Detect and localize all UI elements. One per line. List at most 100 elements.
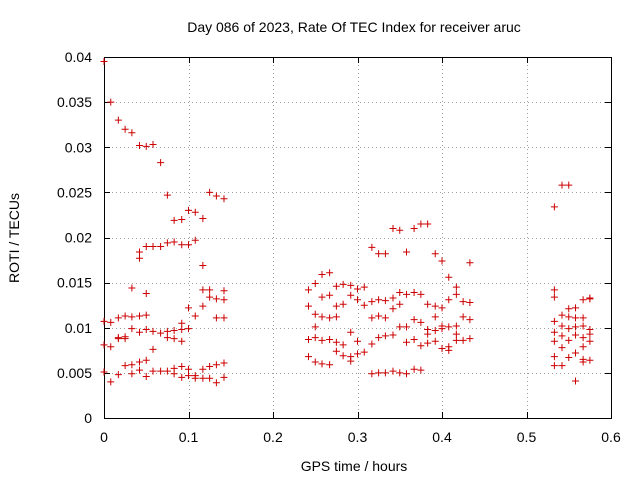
data-point — [212, 379, 220, 387]
data-point — [149, 367, 157, 375]
data-point — [579, 322, 587, 330]
data-point — [410, 316, 418, 324]
data-point — [114, 335, 122, 343]
data-point — [304, 302, 312, 310]
data-point — [375, 312, 383, 320]
data-point — [191, 312, 199, 320]
data-point — [565, 336, 573, 344]
data-point — [375, 296, 383, 304]
data-point — [389, 367, 397, 375]
data-point — [107, 318, 115, 326]
data-point — [304, 335, 312, 343]
data-point — [410, 335, 418, 343]
data-point — [381, 369, 389, 377]
data-point — [403, 290, 411, 298]
x-tick-label: 0.6 — [601, 429, 621, 445]
data-point — [368, 298, 376, 306]
data-point — [368, 314, 376, 322]
data-point — [100, 341, 108, 349]
data-point — [135, 141, 143, 149]
data-point — [558, 344, 566, 352]
data-point — [191, 374, 199, 382]
data-point — [396, 369, 404, 377]
data-point — [206, 363, 214, 371]
data-point — [128, 325, 136, 333]
data-point — [135, 312, 143, 320]
data-point — [199, 374, 207, 382]
data-point — [550, 328, 558, 336]
data-point — [572, 323, 580, 331]
data-point — [121, 125, 129, 133]
data-point — [128, 313, 136, 321]
data-point — [389, 224, 397, 232]
data-point — [572, 304, 580, 312]
data-point — [170, 335, 178, 343]
data-point — [459, 313, 467, 321]
data-point — [135, 366, 143, 374]
data-point — [368, 340, 376, 348]
data-point — [431, 313, 439, 321]
data-point — [417, 290, 425, 298]
data-point — [220, 373, 228, 381]
data-point — [304, 353, 312, 361]
data-point — [128, 129, 136, 137]
data-point — [424, 220, 432, 228]
data-point — [389, 294, 397, 302]
data-point — [438, 322, 446, 330]
x-tick-label: 0.3 — [348, 429, 368, 445]
data-point — [185, 372, 192, 380]
data-point — [579, 355, 587, 363]
data-point — [326, 314, 334, 322]
data-point — [212, 361, 220, 369]
data-point — [396, 226, 404, 234]
data-point — [368, 370, 376, 378]
data-point — [199, 261, 207, 269]
data-point — [360, 348, 368, 356]
data-point — [100, 317, 108, 325]
data-point — [332, 313, 340, 321]
data-point — [558, 362, 566, 370]
y-tick-label: 0.015 — [57, 275, 92, 291]
x-tick-label: 0 — [100, 429, 108, 445]
data-point — [403, 248, 411, 256]
data-point — [142, 311, 150, 319]
data-point — [128, 361, 136, 369]
data-point — [135, 328, 143, 336]
data-point — [107, 343, 115, 351]
data-point — [445, 343, 453, 351]
data-point — [135, 254, 143, 262]
data-point — [199, 286, 207, 294]
x-axis-label: GPS time / hours — [301, 458, 408, 474]
data-point — [157, 367, 165, 375]
data-point — [339, 280, 347, 288]
data-point — [347, 357, 355, 365]
data-point — [149, 345, 157, 353]
data-point — [403, 323, 411, 331]
data-point — [326, 269, 334, 277]
data-point — [459, 298, 467, 306]
data-point — [199, 302, 207, 310]
data-point — [163, 239, 171, 247]
data-point — [431, 326, 439, 334]
data-point — [466, 335, 474, 343]
data-point — [410, 224, 418, 232]
data-point — [431, 337, 439, 345]
data-point — [163, 327, 171, 335]
data-point — [558, 322, 566, 330]
data-point — [375, 250, 383, 258]
data-point — [326, 335, 334, 343]
data-point — [157, 329, 165, 337]
data-point — [191, 208, 199, 216]
data-point — [170, 326, 178, 334]
axis-ticks — [104, 57, 612, 419]
data-point — [579, 296, 587, 304]
data-point — [185, 325, 192, 333]
data-point — [452, 330, 460, 338]
data-point — [311, 310, 319, 318]
data-point — [311, 323, 319, 331]
data-point — [128, 284, 136, 292]
data-point — [586, 294, 594, 302]
data-point — [121, 312, 129, 320]
data-point — [417, 342, 425, 350]
data-point — [565, 325, 573, 333]
